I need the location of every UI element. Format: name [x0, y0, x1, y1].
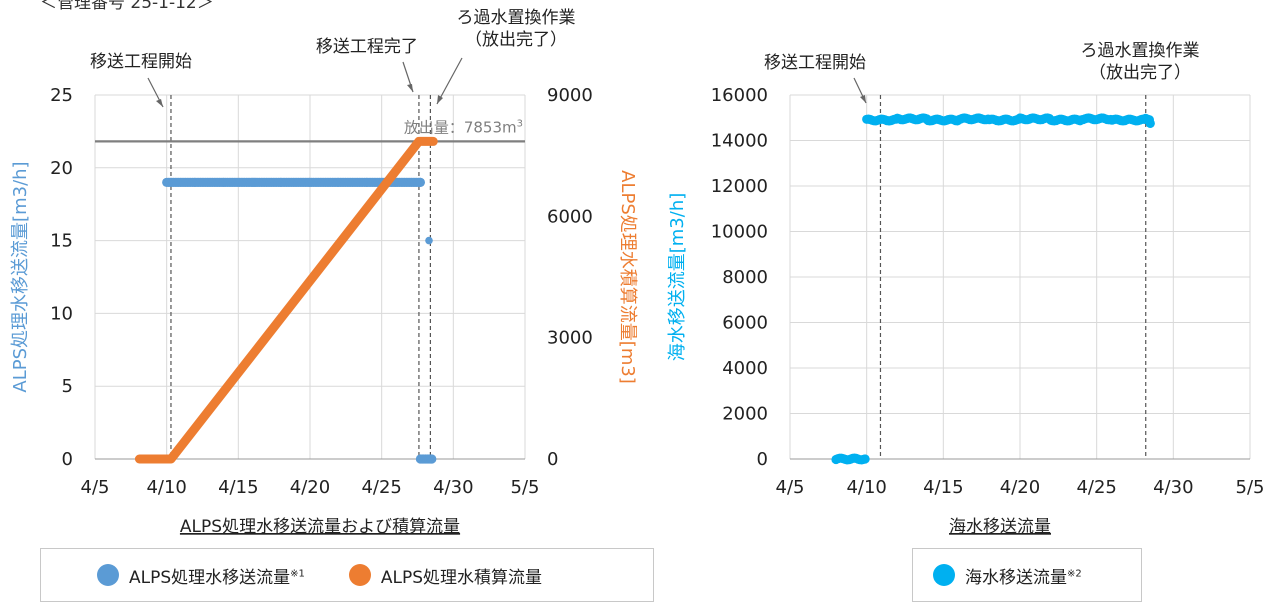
y-tick-label: 15	[50, 231, 73, 252]
y-tick-label: 14000	[711, 131, 768, 152]
legend-marker-alps-cumulative	[348, 564, 371, 586]
y-tick-label: 0	[62, 449, 73, 470]
legend-label-alps-flow: ALPS処理水移送流量※1	[129, 567, 305, 588]
x-tick-label: 4/5	[776, 477, 805, 498]
x-tick-label: 4/20	[1000, 477, 1040, 498]
series-point-alps-flow	[425, 236, 433, 245]
x-tick-label: 5/5	[1236, 477, 1265, 498]
right-chart-title: 海水移送流量	[949, 517, 1051, 537]
legend-marker-seawater-flow	[933, 564, 955, 586]
y-axis-title: ALPS処理水移送流量[m3/h]	[10, 161, 31, 392]
y-right-tick-label: 6000	[547, 206, 593, 227]
left-chart-title: ALPS処理水移送流量および積算流量	[180, 517, 460, 537]
x-tick-label: 4/25	[361, 477, 401, 498]
annotation-filtered-water-replacement: （放出完了）	[1089, 63, 1191, 83]
y-tick-label: 0	[757, 449, 768, 470]
x-tick-label: 4/5	[81, 477, 110, 498]
x-tick-label: 4/20	[290, 477, 330, 498]
legend-label-alps-cumulative: ALPS処理水積算流量	[380, 567, 543, 588]
y-tick-label: 10000	[711, 222, 768, 243]
legend-label-seawater-flow: 海水移送流量※2	[965, 567, 1082, 588]
y-tick-label: 25	[50, 85, 73, 106]
y-right-tick-label: 9000	[547, 85, 593, 106]
annotation-transfer-complete: 移送工程完了	[316, 37, 418, 57]
y-tick-label: 16000	[711, 85, 768, 106]
annotation-arrowhead	[156, 99, 163, 107]
y-right-axis-title: ALPS処理水積算流量[m3]	[617, 170, 638, 384]
release-amount-label: 放出量：7853m3	[404, 118, 523, 136]
y-tick-label: 10	[50, 303, 73, 324]
y-tick-label: 2000	[722, 404, 768, 425]
legend-right: 海水移送流量※2	[912, 548, 1142, 602]
x-tick-label: 4/25	[1076, 477, 1116, 498]
y-axis-title: 海水移送流量[m3/h]	[667, 193, 688, 362]
y-tick-label: 12000	[711, 176, 768, 197]
series-point-alps-flow	[427, 454, 437, 464]
header-text: ＜管理番号 25-1-12＞	[40, 0, 214, 13]
annotation-arrowhead	[407, 84, 413, 92]
x-tick-label: 4/15	[218, 477, 258, 498]
series-point-seawater-flow	[860, 454, 870, 464]
y-right-tick-label: 3000	[547, 328, 593, 349]
y-tick-label: 20	[50, 158, 73, 179]
annotation-filtered-water-replacement: ろ過水置換作業	[1081, 41, 1200, 61]
annotation-arrow	[436, 57, 463, 105]
x-tick-label: 4/15	[923, 477, 963, 498]
series-point-seawater-flow	[1145, 118, 1155, 128]
legend-item-alps-flow: ALPS処理水移送流量※1	[97, 563, 305, 588]
annotation-arrowhead	[860, 95, 866, 103]
x-tick-label: 5/5	[511, 477, 540, 498]
y-tick-label: 8000	[722, 267, 768, 288]
annotation-transfer-start: 移送工程開始	[764, 53, 866, 73]
series-point-alps-flow	[415, 177, 425, 187]
y-right-tick-label: 0	[547, 449, 558, 470]
legend-marker-alps-flow	[97, 564, 119, 586]
y-tick-label: 4000	[722, 358, 768, 379]
annotation-arrowhead	[437, 95, 443, 104]
x-tick-label: 4/10	[146, 477, 186, 498]
annotation-filtered-water-replacement: （放出完了）	[465, 30, 567, 50]
y-tick-label: 5	[62, 376, 73, 397]
x-tick-label: 4/10	[846, 477, 886, 498]
legend-item-alps-cumulative: ALPS処理水積算流量	[348, 563, 543, 588]
y-tick-label: 6000	[722, 313, 768, 334]
x-tick-label: 4/30	[1153, 477, 1193, 498]
annotation-filtered-water-replacement: ろ過水置換作業	[457, 8, 576, 28]
series-line-alps-cumulative	[134, 136, 438, 464]
x-tick-label: 4/30	[433, 477, 473, 498]
annotation-transfer-start: 移送工程開始	[90, 52, 192, 72]
legend-item-seawater-flow: 海水移送流量※2	[933, 563, 1082, 588]
legend-left: ALPS処理水移送流量※1 ALPS処理水積算流量	[40, 548, 654, 602]
